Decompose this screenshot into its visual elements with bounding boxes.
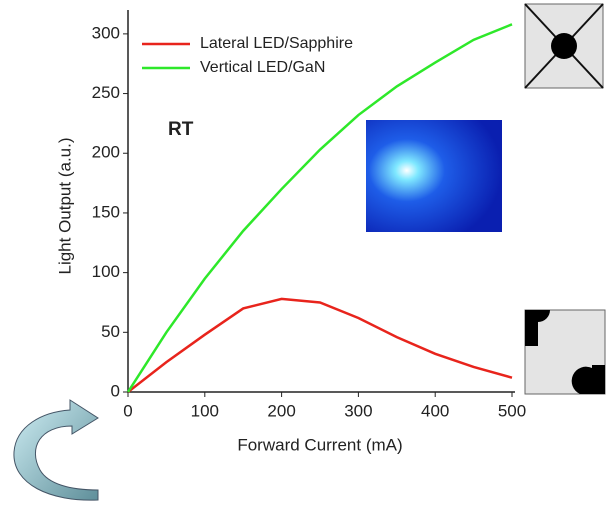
- legend-label: Lateral LED/Sapphire: [200, 35, 353, 52]
- series-line: [126, 23, 513, 393]
- x-tick-label: 500: [498, 401, 526, 420]
- y-tick-label: 100: [92, 262, 120, 281]
- x-tick-label: 100: [191, 401, 219, 420]
- x-tick-label: 200: [267, 401, 295, 420]
- x-tick-label: 0: [123, 401, 132, 420]
- icon-bottom: [524, 309, 606, 395]
- led-photo: [366, 120, 502, 232]
- y-tick-label: 300: [92, 23, 120, 42]
- icon-top: [524, 3, 604, 89]
- x-tick-label: 300: [344, 401, 372, 420]
- y-tick-label: 50: [101, 322, 120, 341]
- annotation: RT: [168, 119, 194, 140]
- y-tick-label: 150: [92, 202, 120, 221]
- y-tick-label: 200: [92, 143, 120, 162]
- y-tick-label: 250: [92, 83, 120, 102]
- y-tick-label: 0: [111, 381, 120, 400]
- y-axis-label: Light Output (a.u.): [55, 137, 74, 274]
- legend-label: Vertical LED/GaN: [200, 59, 325, 76]
- series-line: [127, 297, 513, 393]
- x-tick-label: 400: [421, 401, 449, 420]
- curved-arrow: [13, 399, 99, 501]
- x-axis-label: Forward Current (mA): [237, 435, 402, 454]
